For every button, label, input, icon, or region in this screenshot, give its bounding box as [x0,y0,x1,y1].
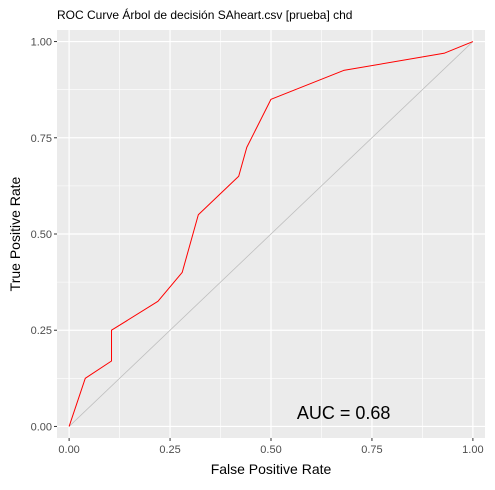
auc-annotation: AUC = 0.68 [297,403,391,423]
y-tick-label-3: 0.75 [31,133,52,145]
y-tick-label-4: 1.00 [31,37,52,49]
chart-title: ROC Curve Árbol de decisión SAheart.csv … [57,7,352,22]
x-axis-title: False Positive Rate [211,461,332,477]
x-tick-label-3: 0.75 [361,444,382,456]
y-tick-label-2: 0.50 [31,229,52,241]
y-tick-label-1: 0.25 [31,325,52,337]
roc-line-0 [68,41,474,427]
x-tick-label-2: 0.50 [260,444,281,456]
x-tick-label-4: 1.00 [462,444,483,456]
roc-series [68,41,474,427]
axis-ticks: 0.00 0.25 0.50 0.75 1.00 0.00 0.25 0.50 0.75 1.00 [31,37,484,456]
y-axis-title: True Positive Rate [7,176,23,291]
reference-diagonal [68,41,474,427]
x-tick-label-1: 0.25 [159,444,180,456]
y-tick-label-0: 0.00 [31,421,52,433]
reference-line [68,41,474,427]
x-tick-label-0: 0.00 [58,444,79,456]
